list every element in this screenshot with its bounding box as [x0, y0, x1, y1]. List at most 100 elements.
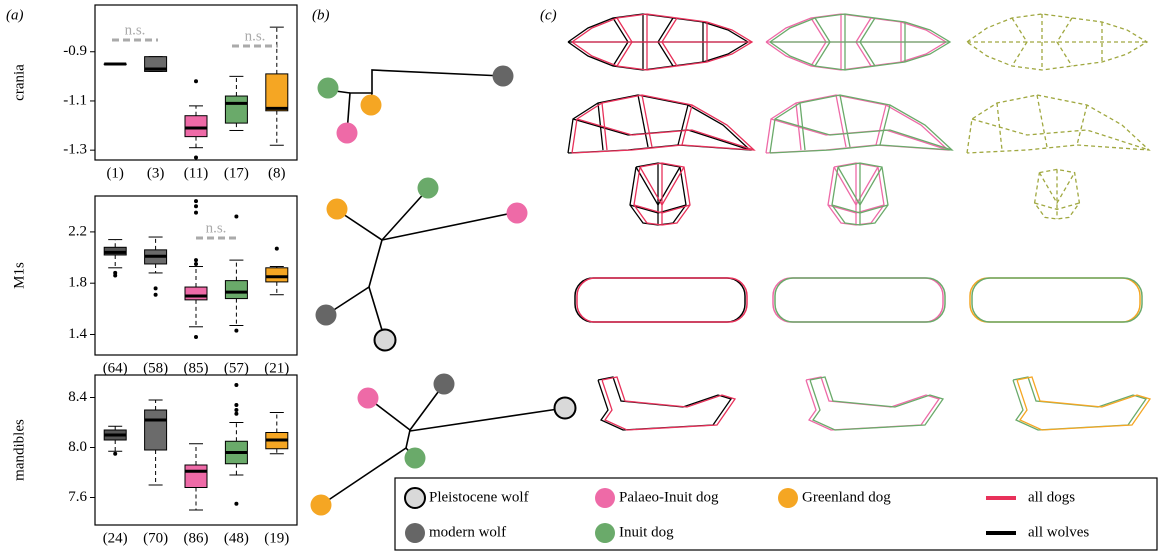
outlier	[194, 199, 198, 204]
x-tick-label: (17)	[224, 165, 249, 181]
shape-outline	[629, 204, 687, 214]
x-tick-label: (58)	[143, 360, 168, 376]
outlier	[234, 403, 239, 407]
outlier	[194, 79, 198, 84]
shape-outline	[966, 13, 1149, 71]
shape-outline	[639, 166, 685, 207]
legend-swatch	[405, 523, 425, 543]
tree-node	[336, 122, 358, 144]
y-tick-label: 7.6	[68, 489, 87, 505]
x-tick-label: (57)	[224, 360, 249, 376]
y-tick-label: 1.4	[68, 326, 87, 342]
outlier	[113, 451, 118, 456]
x-tick-label: (64)	[103, 360, 128, 376]
legend-swatch	[778, 488, 798, 508]
tree-node	[326, 198, 348, 220]
panel-label: (b)	[312, 7, 330, 23]
shape-outline	[772, 277, 944, 323]
shape-outline	[809, 376, 945, 431]
shape-outline	[966, 94, 1151, 154]
shape-outline	[637, 94, 649, 148]
outlier	[274, 246, 279, 251]
annotation: n.s.	[245, 28, 266, 44]
y-axis-label: crania	[11, 64, 27, 101]
x-tick-label: (19)	[264, 530, 289, 546]
legend-label: Inuit dog	[619, 524, 674, 540]
outlier	[194, 258, 198, 263]
shape-outline	[879, 104, 891, 146]
outlier	[194, 261, 198, 266]
shape-outline	[814, 17, 831, 67]
tree-node	[310, 494, 332, 516]
shape-outline	[971, 277, 1143, 323]
shape-outline	[774, 118, 953, 151]
y-tick-label: 1.8	[68, 275, 87, 291]
x-tick-label: (24)	[103, 530, 128, 546]
x-tick-label: (8)	[268, 165, 286, 181]
plot-frame	[94, 195, 298, 356]
shape-outline	[576, 277, 748, 323]
legend-label: Greenland dog	[802, 489, 891, 505]
legend-label: modern wolf	[429, 524, 506, 540]
shape-outline	[1012, 376, 1148, 431]
legend-box	[394, 477, 1158, 551]
shape-outline	[1011, 17, 1028, 67]
plot-frame	[94, 374, 298, 526]
box	[184, 464, 208, 488]
outlier	[234, 328, 239, 333]
legend-label: all dogs	[1028, 489, 1075, 505]
box	[224, 95, 248, 124]
shape-outline	[833, 166, 879, 207]
outlier	[194, 335, 198, 340]
y-tick-label: 8.0	[68, 439, 87, 455]
y-tick-label: -1.3	[63, 142, 87, 158]
legend-label: Palaeo-Inuit dog	[619, 489, 719, 505]
x-tick-label: (1)	[106, 165, 124, 181]
shape-outline	[875, 104, 887, 146]
shape-outline	[641, 94, 653, 148]
shape-outline	[635, 166, 681, 207]
shape-outline	[827, 204, 885, 214]
x-tick-label: (21)	[264, 360, 289, 376]
shape-outline	[1056, 17, 1073, 67]
panel-label: (c)	[540, 7, 557, 23]
tree-branch	[367, 383, 445, 432]
box	[224, 280, 248, 300]
shape-outline	[597, 376, 733, 431]
shape-outline	[601, 376, 737, 431]
shape-outline	[1016, 376, 1152, 431]
shape-outline	[805, 376, 941, 431]
shape-outline	[831, 162, 889, 226]
shape-outline	[681, 104, 693, 146]
box	[184, 286, 208, 301]
y-axis-label: mandibles	[11, 419, 27, 481]
outlier	[234, 408, 239, 412]
box	[144, 409, 168, 451]
tree-node	[417, 177, 439, 199]
outlier	[194, 210, 198, 215]
shape-outline	[616, 17, 633, 67]
shape-outline	[1036, 94, 1048, 148]
legend-label: all wolves	[1028, 524, 1089, 540]
x-tick-label: (86)	[184, 530, 209, 546]
shape-outline	[835, 94, 847, 148]
tree-branch	[336, 188, 429, 242]
outlier	[234, 501, 239, 506]
shape-outline	[859, 17, 876, 67]
annotation: n.s.	[206, 220, 227, 236]
shape-outline	[633, 204, 691, 214]
y-tick-label: -1.1	[63, 92, 87, 108]
y-tick-label: -0.9	[63, 43, 87, 59]
shape-outline	[661, 17, 678, 67]
annotation: n.s.	[125, 22, 146, 38]
tree-branch	[381, 211, 518, 241]
tree-node	[404, 447, 426, 469]
shape-outline	[969, 277, 1141, 323]
outlier	[234, 214, 239, 219]
outlier	[194, 204, 198, 209]
plot-frame	[94, 4, 298, 161]
shape-outline	[831, 204, 889, 214]
box	[265, 73, 289, 112]
shape-outline	[574, 277, 746, 323]
